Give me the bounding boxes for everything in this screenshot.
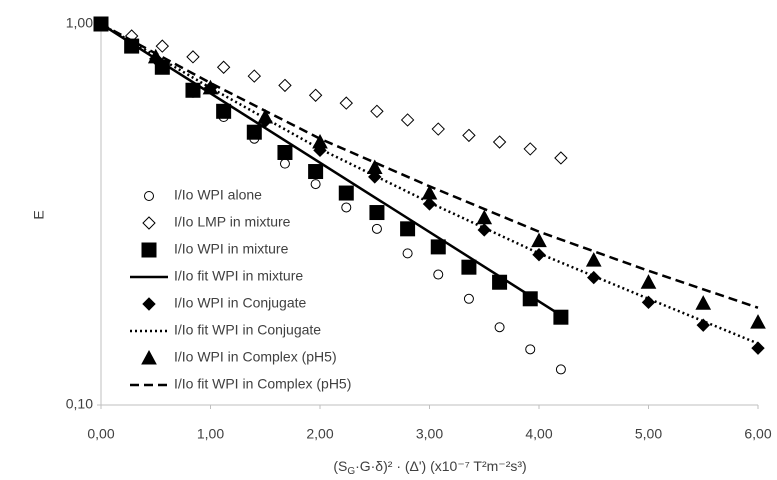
point [421, 184, 438, 200]
point [523, 142, 537, 156]
legend-label: I/Io fit WPI in mixture [174, 268, 303, 284]
point [341, 202, 352, 213]
legend-marker [141, 349, 157, 365]
point [433, 269, 444, 280]
y-tick-label: 0,10 [66, 396, 93, 412]
point [430, 239, 446, 255]
point [400, 113, 415, 127]
point [431, 122, 445, 136]
x-label-part: ·G·δ)² · (Δ') (x10⁻⁷ T²m⁻²s³) [355, 458, 527, 474]
point [308, 164, 324, 180]
x-label-part: (S [333, 458, 347, 474]
point [477, 223, 491, 237]
point [338, 185, 354, 201]
legend-marker [144, 191, 154, 201]
point [555, 364, 566, 375]
x-tick-label: 1,00 [197, 426, 224, 442]
point [246, 124, 262, 140]
fit-line [100, 22, 562, 317]
point [461, 259, 477, 275]
legend-marker [141, 242, 157, 258]
legend-label: I/Io fit WPI in Complex (pH5) [174, 376, 351, 392]
point [494, 322, 505, 333]
point [422, 197, 437, 211]
legend-label: I/Io LMP in mixture [174, 214, 291, 230]
point [312, 133, 328, 149]
point [216, 103, 232, 119]
point [278, 78, 292, 93]
point [247, 69, 262, 83]
point [216, 60, 231, 74]
point [587, 270, 601, 285]
point [531, 232, 547, 248]
x-tick-label: 6,00 [744, 426, 771, 442]
point [522, 291, 538, 307]
point [366, 159, 383, 175]
point [476, 209, 493, 225]
point [339, 96, 353, 110]
point [585, 252, 602, 267]
point [310, 179, 321, 190]
x-tick-label: 5,00 [635, 426, 662, 442]
point [155, 39, 170, 53]
legend-label: I/Io WPI in Complex (pH5) [174, 349, 337, 365]
x-tick-label: 0,00 [87, 426, 114, 442]
point [525, 344, 536, 355]
point [641, 295, 656, 310]
point [308, 88, 323, 102]
point [492, 135, 507, 149]
y-tick-label: 1,00 [66, 15, 93, 31]
legend-label: I/Io fit WPI in Conjugate [174, 322, 321, 338]
point [750, 314, 766, 329]
point [640, 274, 657, 289]
point [370, 104, 384, 119]
point [371, 223, 382, 234]
legend-label: I/Io WPI in mixture [174, 241, 289, 257]
point [696, 318, 710, 332]
point [279, 158, 290, 169]
point [202, 79, 219, 95]
x-tick-label: 4,00 [525, 426, 552, 442]
point [554, 151, 568, 165]
point [402, 248, 413, 259]
legend-marker [142, 297, 156, 311]
point [400, 221, 416, 237]
point [369, 205, 385, 221]
legend-marker [142, 216, 156, 230]
point [463, 293, 474, 304]
x-tick-label: 2,00 [306, 426, 333, 442]
point [277, 144, 293, 160]
y-axis-label: E [31, 210, 47, 219]
point [462, 128, 476, 143]
x-axis-label: (SG·G·δ)² · (Δ') (x10⁻⁷ T²m⁻²s³) [333, 458, 526, 477]
point [695, 295, 712, 310]
point [751, 341, 765, 355]
point [147, 48, 164, 64]
legend-label: I/Io WPI alone [174, 187, 262, 203]
point [257, 108, 274, 124]
point [186, 50, 200, 64]
fit-line [100, 22, 759, 309]
legend-label: I/Io WPI in Conjugate [174, 295, 307, 311]
x-tick-label: 3,00 [416, 426, 443, 442]
x-label-sub: G [347, 466, 355, 477]
